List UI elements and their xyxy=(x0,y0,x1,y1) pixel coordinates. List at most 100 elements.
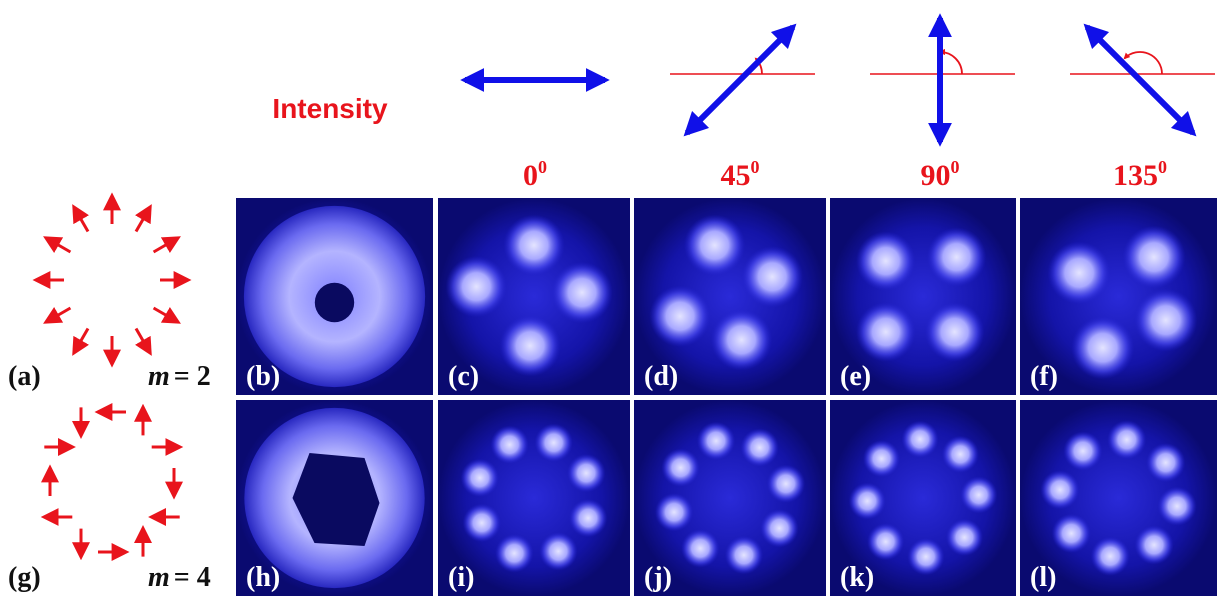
intensity-lobe xyxy=(490,426,528,464)
intensity-lobe xyxy=(740,428,778,466)
intensity-panel: (j) xyxy=(634,400,826,596)
panel-label: (d) xyxy=(644,361,678,392)
intensity-lobe xyxy=(1134,289,1197,352)
polarization-arrow xyxy=(1087,27,1193,133)
intensity-lobe xyxy=(1146,443,1185,482)
intensity-panel: (c) xyxy=(438,198,630,395)
mode-var: m xyxy=(148,562,170,593)
intensity-panel: (e) xyxy=(830,198,1016,395)
panel-label: (i) xyxy=(448,562,474,593)
angle-value: 0 xyxy=(523,159,538,192)
intensity-lobe xyxy=(1091,537,1130,576)
panel-label: (g) xyxy=(8,562,41,593)
intensity-lobe xyxy=(1122,226,1185,289)
intensity-lobe xyxy=(697,422,735,460)
angle-sup: 0 xyxy=(751,157,760,177)
intensity-lobe xyxy=(711,309,772,370)
intensity-lobe xyxy=(927,227,987,287)
panel-label: (e) xyxy=(840,361,871,392)
intensity-panel: (f) xyxy=(1020,198,1217,395)
intensity-lobe xyxy=(649,285,710,346)
polarization-arrow xyxy=(687,27,793,133)
panel-label: (c) xyxy=(448,361,479,392)
angle-label: 00 xyxy=(523,157,547,192)
intensity-lobe xyxy=(1048,241,1111,304)
intensity-lobe xyxy=(535,424,573,462)
intensity-lobe xyxy=(661,449,699,487)
figure: Intensity 004509001350(b)(c)(d)(e)(f)(a)… xyxy=(0,0,1217,596)
polarization-vector xyxy=(74,207,88,231)
intensity-panel: (l) xyxy=(1020,400,1217,596)
intensity-panel: (k) xyxy=(830,400,1016,596)
mode-label: m= 2 xyxy=(148,361,211,392)
panel-label: (b) xyxy=(246,361,280,392)
polarization-vector xyxy=(74,328,88,352)
intensity-lobe xyxy=(503,215,564,276)
panel-label: (a) xyxy=(8,361,41,392)
intensity-lobe xyxy=(867,523,904,560)
intensity-panel: (i) xyxy=(438,400,630,596)
intensity-lobe xyxy=(742,246,803,307)
intensity-lobe xyxy=(539,532,577,570)
intensity-lobe xyxy=(446,256,507,317)
intensity-lobe xyxy=(495,534,533,572)
intensity-lobe xyxy=(681,529,719,567)
intensity-lobe xyxy=(1040,470,1079,509)
polarization-vector xyxy=(136,328,150,352)
angle-sup: 0 xyxy=(1158,157,1167,177)
intensity-lobe xyxy=(1107,420,1146,459)
intensity-lobe xyxy=(463,504,501,542)
intensity-lobe xyxy=(499,315,560,376)
intensity-lobe xyxy=(856,231,916,291)
intensity-lobe xyxy=(760,509,798,547)
polarization-vector xyxy=(46,238,70,252)
panel-label: (f) xyxy=(1030,361,1058,392)
intensity-panel: (b) xyxy=(236,198,433,395)
mode-value: = 4 xyxy=(174,562,211,593)
panel-label: (j) xyxy=(644,562,672,593)
intensity-panel: (h) xyxy=(236,400,433,596)
mode-label: m= 4 xyxy=(148,562,211,593)
intensity-lobe xyxy=(1063,431,1102,470)
intensity-lobe xyxy=(767,465,805,503)
intensity-lobe xyxy=(925,302,985,362)
intensity-lobe xyxy=(461,459,499,497)
intensity-lobe xyxy=(684,215,745,276)
angle-label: 1350 xyxy=(1113,157,1167,192)
angle-label: 900 xyxy=(921,157,960,192)
intensity-lobe xyxy=(569,499,607,537)
intensity-label: Intensity xyxy=(272,93,388,124)
intensity-lobe xyxy=(551,262,612,323)
angle-arc xyxy=(940,52,962,74)
polarization-vector xyxy=(154,308,178,322)
intensity-lobe xyxy=(567,454,605,492)
intensity-lobe xyxy=(856,302,916,362)
angle-value: 90 xyxy=(921,159,951,192)
polarization-vector xyxy=(154,238,178,252)
mode-value: = 2 xyxy=(174,361,211,392)
dark-core xyxy=(315,283,354,322)
intensity-lobe xyxy=(1134,525,1173,564)
intensity-lobe xyxy=(901,421,938,458)
angle-sup: 0 xyxy=(951,157,960,177)
polarization-vector xyxy=(136,207,150,231)
polarization-vector xyxy=(46,308,70,322)
intensity-lobe xyxy=(907,538,944,575)
angle-sup: 0 xyxy=(538,157,547,177)
intensity-lobe xyxy=(946,519,983,556)
mode-var: m xyxy=(148,361,170,392)
panel-label: (h) xyxy=(246,562,280,593)
intensity-lobe xyxy=(849,482,886,519)
angle-label: 450 xyxy=(721,157,760,192)
intensity-lobe xyxy=(960,476,997,513)
intensity-lobe xyxy=(655,493,693,531)
intensity-panel: (d) xyxy=(634,198,826,395)
panel-label: (k) xyxy=(840,562,874,593)
intensity-lobe xyxy=(1071,316,1134,379)
intensity-lobe xyxy=(725,536,763,574)
panel-label: (l) xyxy=(1030,562,1056,593)
intensity-lobe xyxy=(1052,514,1091,553)
angle-value: 45 xyxy=(721,159,751,192)
intensity-lobe xyxy=(942,436,979,473)
intensity-lobe xyxy=(1157,487,1196,526)
